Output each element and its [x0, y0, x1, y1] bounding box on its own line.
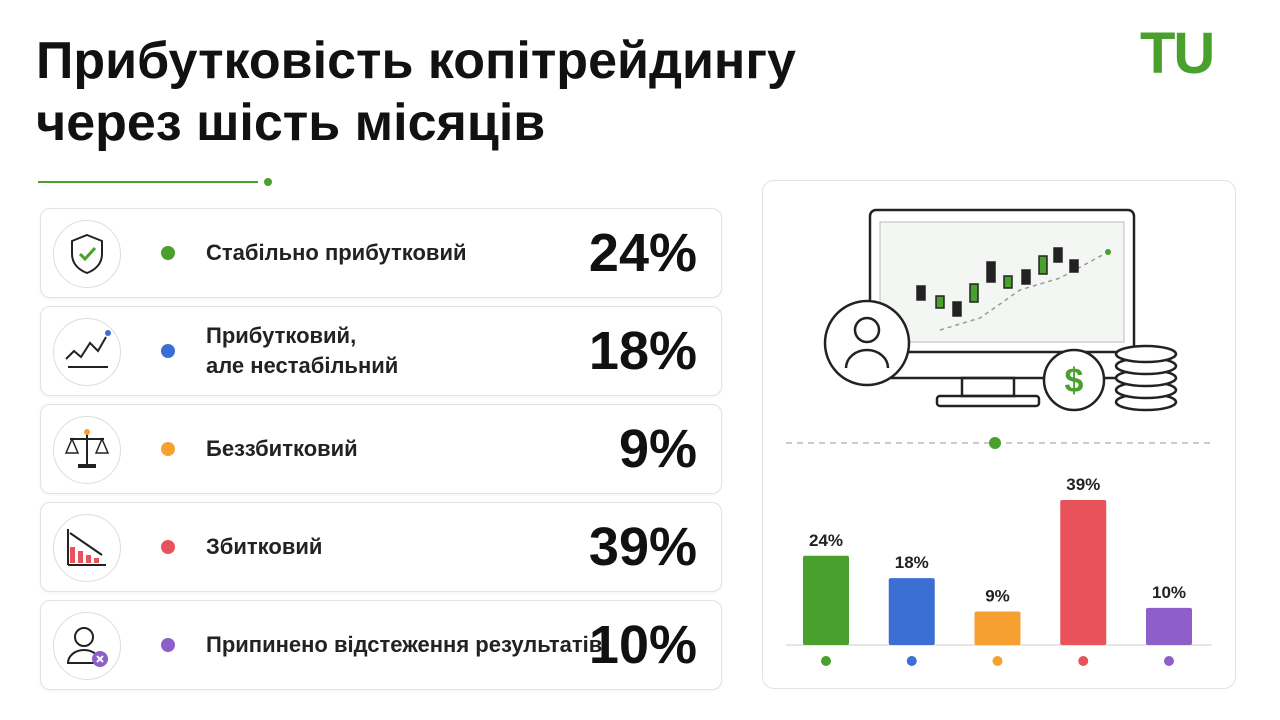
icon — [65, 330, 111, 368]
panel — [762, 180, 1236, 689]
legend-dot — [161, 442, 175, 456]
row-value: 24% — [588, 223, 697, 283]
legend-dot — [161, 246, 175, 260]
icon — [66, 627, 108, 667]
icon — [71, 233, 103, 275]
legend-dot — [161, 344, 175, 358]
row-value: 10% — [588, 615, 697, 675]
row-value: 9% — [618, 419, 697, 479]
row-value: 18% — [588, 321, 697, 381]
status-row: Прибутковий, але нестабільний 18% — [40, 306, 722, 396]
legend-dot — [161, 540, 175, 554]
row-icon — [53, 514, 121, 582]
row-icon — [53, 612, 121, 680]
row-label: Беззбитковий — [206, 436, 358, 461]
legend-dot — [161, 638, 175, 652]
row-label: Стабільно прибутковий — [206, 240, 467, 265]
row-label: Припинено відстеження результатів — [206, 632, 603, 657]
row-value: 39% — [588, 517, 697, 577]
row-label: Збитковий — [206, 534, 323, 559]
status-row: Збитковий 39% — [40, 502, 722, 592]
icon — [67, 529, 106, 566]
status-row: Беззбитковий 9% — [40, 404, 722, 494]
icon — [64, 429, 110, 468]
row-icon — [53, 318, 121, 386]
status-row: Стабільно прибутковий 24% — [40, 208, 722, 298]
row-label: Прибутковий, але нестабільний — [206, 323, 399, 378]
row-icon — [53, 416, 121, 484]
row-icon — [53, 220, 121, 288]
title: Прибутковість копітрейдингу через шість … — [36, 32, 796, 152]
divider — [38, 178, 272, 186]
status-row: Припинено відстеження результатів 10% — [40, 600, 722, 690]
logo: TU — [1140, 21, 1215, 86]
